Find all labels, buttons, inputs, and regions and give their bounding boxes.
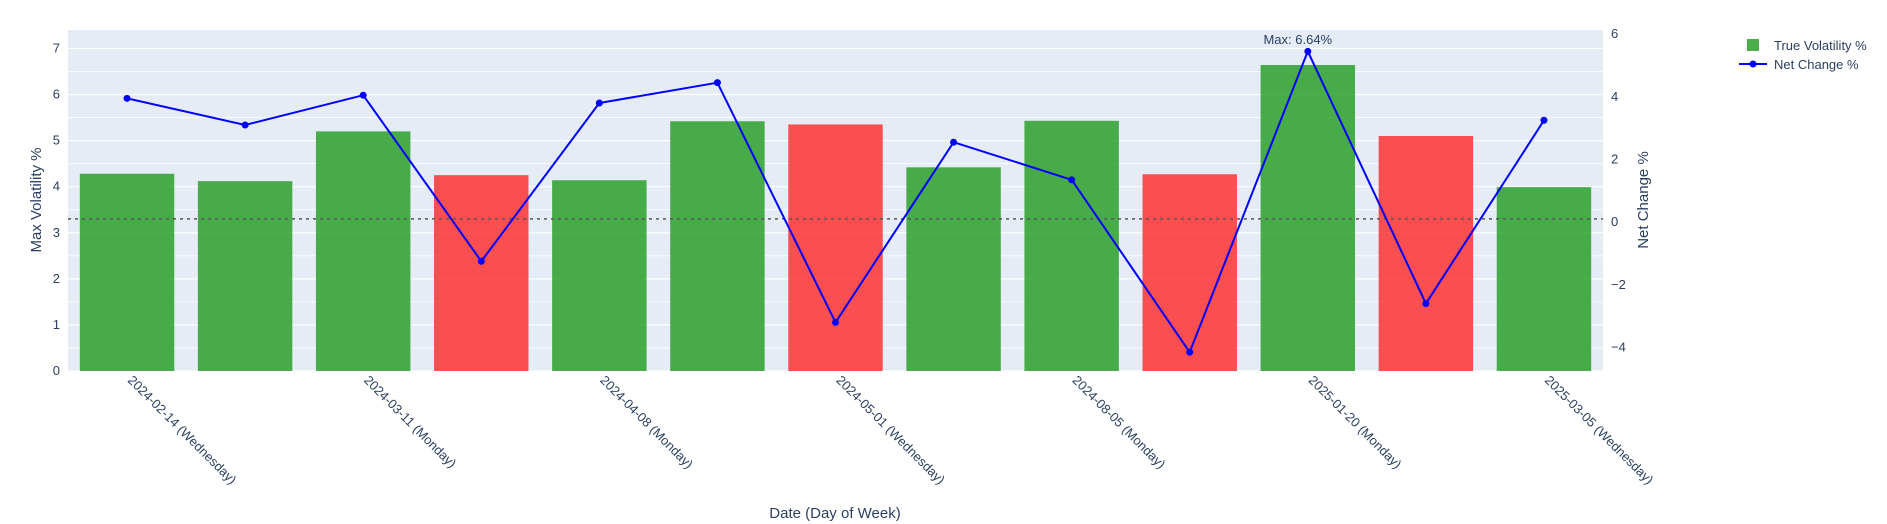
y2-tick-label: 2 (1611, 151, 1618, 166)
bar-2024-03-11[interactable] (315, 131, 411, 371)
y2-axis-title: Net Change % (1635, 151, 1652, 249)
net-change-point-2025-01-20[interactable] (1304, 47, 1312, 55)
y-tick-label: 6 (53, 87, 60, 102)
legend-label-volatility: True Volatility % (1774, 38, 1867, 53)
net-change-point-2024-12-18[interactable] (1186, 348, 1194, 356)
net-change-point-2024-02-22[interactable] (241, 121, 249, 129)
legend-item-volatility[interactable]: True Volatility % (1747, 38, 1867, 53)
y-tick-label: 7 (53, 40, 60, 55)
y-tick-label: 4 (53, 179, 60, 194)
net-change-point-2025-03-05[interactable] (1540, 116, 1548, 124)
legend-label-net-change: Net Change % (1774, 57, 1859, 72)
y-axis-title: Max Volatility % (28, 147, 45, 252)
y-tick-label: 5 (53, 133, 60, 148)
net-change-point-2024-04-19[interactable] (713, 79, 721, 87)
x-tick-label: 2024-02-14 (Wednesday) (125, 373, 240, 488)
y2-tick-label: −4 (1611, 339, 1626, 354)
y-tick-label: 3 (53, 225, 60, 240)
bar-2024-12-18[interactable] (1142, 174, 1237, 371)
net-change-point-2024-05-01[interactable] (832, 318, 839, 326)
y2-tick-label: 6 (1611, 26, 1618, 41)
y2-tick-label: 4 (1611, 89, 1618, 104)
bar-2024-02-14[interactable] (79, 173, 175, 371)
x-tick-label: 2025-03-05 (Wednesday) (1542, 373, 1657, 488)
bar-2024-08-05[interactable] (1024, 120, 1119, 372)
y2-tick-label: 0 (1611, 214, 1618, 229)
bar-2025-01-20[interactable] (1260, 65, 1356, 372)
bar-2024-04-08[interactable] (552, 180, 647, 371)
x-tick-label: 2025-01-20 (Monday) (1306, 373, 1405, 472)
y2-tick-label: −2 (1611, 277, 1626, 292)
bar-2025-03-05[interactable] (1496, 187, 1592, 371)
y-tick-label: 1 (53, 317, 60, 332)
max-annotation: Max: 6.64% (1263, 32, 1332, 47)
y-axis-ticks: 0 1 2 3 4 5 6 7 (53, 40, 60, 378)
bar-2024-04-19[interactable] (670, 121, 765, 371)
y-tick-label: 0 (53, 363, 60, 378)
net-change-point-2024-08-05[interactable] (1068, 176, 1076, 184)
bar-2024-06-14[interactable] (906, 167, 1001, 371)
net-change-point-2024-04-08[interactable] (595, 99, 603, 107)
bar-2024-02-22[interactable] (197, 181, 293, 371)
legend-item-net-change[interactable]: Net Change % (1739, 57, 1859, 72)
legend: True Volatility % Net Change % (1739, 38, 1867, 72)
x-tick-label: 2024-05-01 (Wednesday) (833, 373, 948, 488)
x-tick-label: 2024-03-11 (Monday) (361, 373, 459, 471)
x-tick-label: 2024-08-05 (Monday) (1070, 373, 1169, 472)
y2-axis-ticks: −4 −2 0 2 4 6 (1611, 26, 1626, 354)
legend-marker-net-change (1749, 60, 1757, 68)
net-change-point-2024-02-14[interactable] (123, 94, 131, 102)
net-change-point-2024-06-14[interactable] (950, 138, 958, 146)
x-axis-title: Date (Day of Week) (769, 505, 900, 522)
bars (79, 65, 1592, 372)
x-axis-ticks: 2024-02-14 (Wednesday) 2024-03-11 (Monday… (125, 373, 1657, 488)
x-tick-label: 2024-04-08 (Monday) (597, 373, 696, 472)
net-change-point-2025-02-03[interactable] (1422, 300, 1430, 308)
bar-2024-05-01[interactable] (788, 124, 883, 371)
net-change-line-layer (123, 47, 1548, 356)
net-change-point-2024-03-19[interactable] (477, 257, 485, 265)
legend-swatch-volatility (1747, 39, 1759, 51)
bar-2024-03-19[interactable] (434, 175, 529, 371)
net-change-point-2024-03-11[interactable] (359, 91, 367, 99)
y-tick-label: 2 (53, 271, 60, 286)
